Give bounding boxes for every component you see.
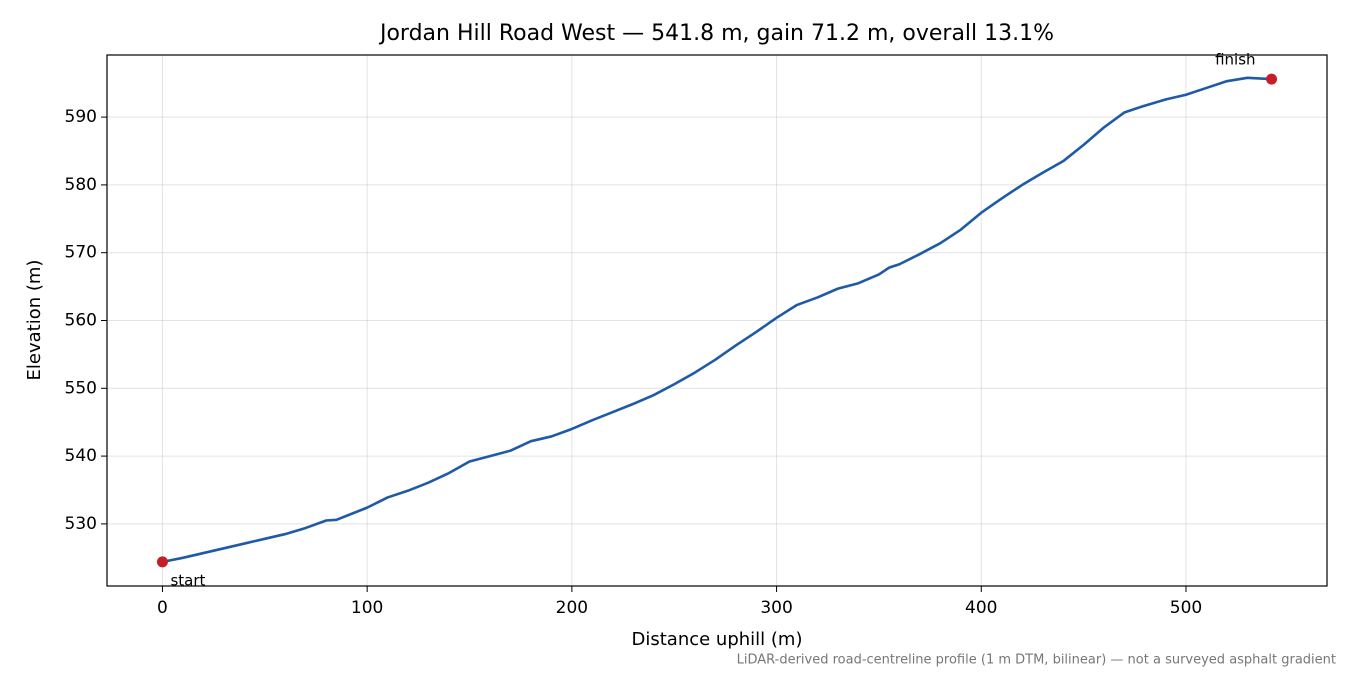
chart-title: Jordan Hill Road West — 541.8 m, gain 71… bbox=[378, 21, 1054, 46]
y-tick-label: 570 bbox=[65, 243, 97, 263]
x-tick-label: 500 bbox=[1170, 598, 1202, 618]
y-tick-label: 530 bbox=[65, 514, 97, 534]
y-tick-label: 550 bbox=[65, 378, 97, 398]
endpoint-marker bbox=[156, 556, 168, 568]
x-tick-label: 0 bbox=[157, 598, 168, 618]
endpoint-marker bbox=[1266, 73, 1278, 85]
plot bbox=[156, 73, 1278, 568]
y-tick-label: 580 bbox=[65, 175, 97, 195]
elevation-line bbox=[162, 76, 1272, 564]
x-axis-label: Distance uphill (m) bbox=[632, 629, 803, 650]
x-tick-label: 200 bbox=[556, 598, 588, 618]
y-tick-label: 560 bbox=[65, 311, 97, 331]
footnote: LiDAR-derived road-centreline profile (1… bbox=[737, 653, 1336, 668]
y-tick-label: 590 bbox=[65, 107, 97, 127]
endpoint-label: start bbox=[170, 571, 205, 589]
x-tick-label: 100 bbox=[351, 598, 383, 618]
grid bbox=[107, 55, 1327, 586]
endpoint-label: finish bbox=[1215, 51, 1255, 69]
y-tick-label: 540 bbox=[65, 446, 97, 466]
x-tick-label: 400 bbox=[965, 598, 997, 618]
y-axis-label: Elevation (m) bbox=[24, 260, 45, 381]
x-tick-label: 300 bbox=[760, 598, 792, 618]
